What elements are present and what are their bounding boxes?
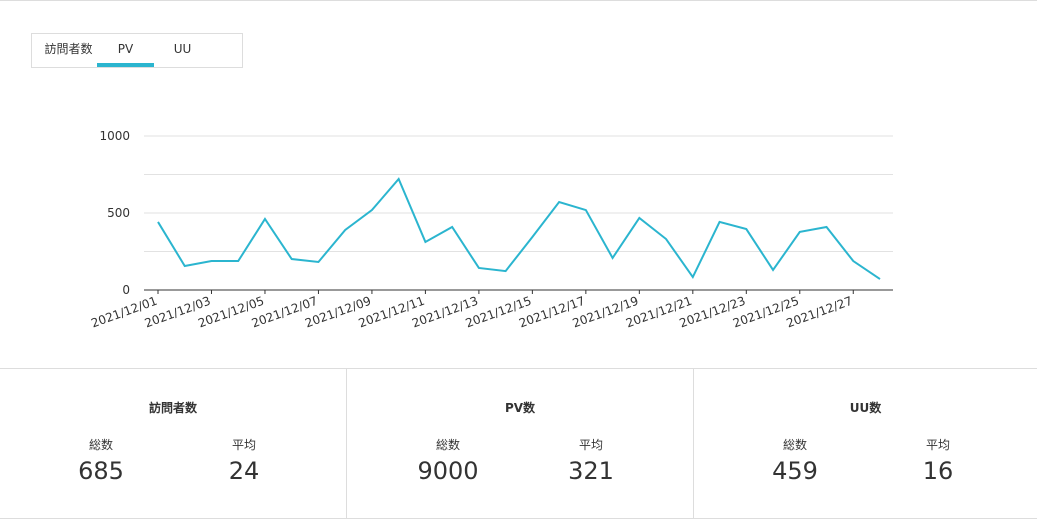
tab-bar: 訪問者数 PV UU xyxy=(31,33,243,68)
total-column: 総数 9000 xyxy=(388,436,508,485)
average-column: 平均 321 xyxy=(531,436,651,485)
stat-panel: 訪問者数総数 685 平均 24 xyxy=(0,369,347,518)
total-value: 685 xyxy=(78,457,124,485)
average-value: 24 xyxy=(228,457,260,485)
total-column: 総数 459 xyxy=(735,436,855,485)
stat-title: 訪問者数 xyxy=(148,401,197,415)
top-border xyxy=(0,0,1037,1)
y-tick-label: 0 xyxy=(122,283,130,297)
stat-title: UU数 xyxy=(849,401,882,415)
y-tick-label: 500 xyxy=(107,206,130,220)
average-value: 321 xyxy=(568,457,614,485)
average-label: 平均 xyxy=(231,438,256,452)
average-value: 16 xyxy=(922,457,954,485)
tab[interactable]: UU xyxy=(173,42,192,56)
stat-panel: PV数総数 9000 平均 321 xyxy=(347,369,694,518)
total-label: 総数 xyxy=(88,438,113,452)
line xyxy=(157,177,881,280)
total-label: 総数 xyxy=(782,438,807,452)
tab[interactable]: 訪問者数 xyxy=(44,42,93,56)
total-label: 総数 xyxy=(435,438,460,452)
stat-panel: UU数総数 459 平均 16 xyxy=(694,369,1037,518)
total-column: 総数 685 xyxy=(41,436,161,485)
stat-title: PV数 xyxy=(504,401,536,415)
average-label: 平均 xyxy=(925,438,950,452)
chart: 050010002021/12/012021/12/032021/12/0520… xyxy=(89,129,893,330)
tab[interactable]: PV xyxy=(97,34,154,67)
stats: 訪問者数総数 685 平均 24 PV数総数 9000 平均 321 UU数総数 459 平均 16 xyxy=(0,368,1037,519)
average-column: 平均 24 xyxy=(184,436,304,485)
average-column: 平均 16 xyxy=(878,436,998,485)
y-tick-label: 1000 xyxy=(99,129,130,143)
average-label: 平均 xyxy=(578,438,603,452)
total-value: 459 xyxy=(772,457,818,485)
total-value: 9000 xyxy=(417,457,479,485)
